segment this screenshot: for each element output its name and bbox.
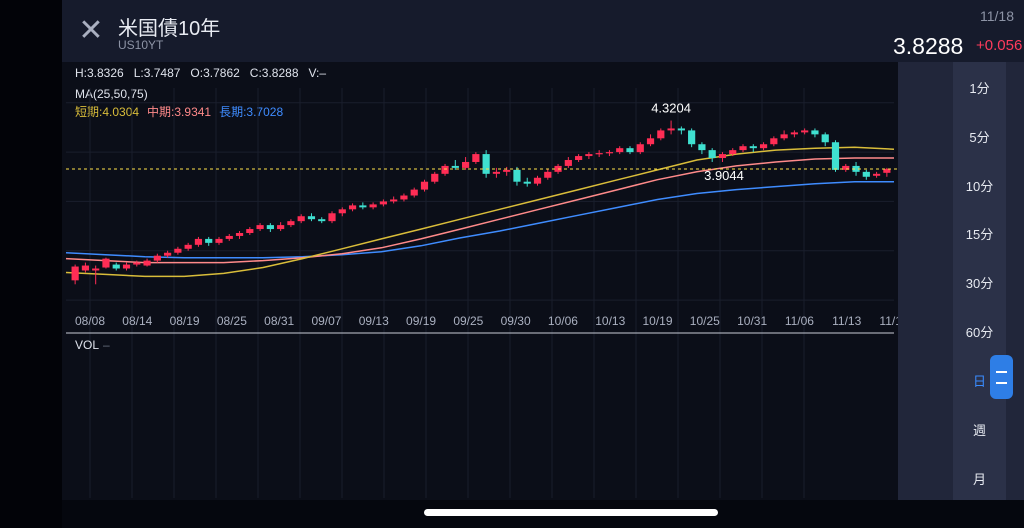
- home-indicator[interactable]: [424, 509, 718, 516]
- period-month[interactable]: 月: [972, 472, 986, 487]
- ma-legend: 短期:4.0304 中期:3.9341 長期:3.7028: [75, 103, 283, 120]
- header-bar: [62, 0, 1024, 62]
- ohlc-volume: V:–: [308, 66, 327, 80]
- scroll-handle[interactable]: [990, 355, 1013, 399]
- ohlc-low: L:3.7487: [133, 66, 181, 80]
- period-week[interactable]: 週: [972, 423, 986, 438]
- drag-handle-icon: [996, 371, 1007, 384]
- date-label: 11/18: [980, 8, 1014, 24]
- ma-long-value: 長期:3.7028: [219, 105, 284, 119]
- volume-title: VOL: [75, 338, 100, 352]
- period-30min[interactable]: 30分: [965, 276, 994, 291]
- ohlc-close: C:3.8288: [249, 66, 299, 80]
- close-icon: ✕: [78, 14, 104, 47]
- ma-title: MA(25,50,75): [75, 87, 148, 101]
- chart-area[interactable]: [62, 62, 898, 500]
- volume-value: –: [103, 338, 110, 352]
- left-edge: [0, 0, 62, 528]
- period-10min[interactable]: 10分: [965, 179, 994, 194]
- close-button[interactable]: ✕: [78, 16, 104, 46]
- period-1min[interactable]: 1分: [969, 81, 990, 96]
- period-day[interactable]: 日: [972, 374, 986, 389]
- ohlc-open: O:3.7862: [190, 66, 240, 80]
- current-price: 3.8288: [893, 33, 964, 59]
- ma-short-value: 短期:4.0304: [75, 105, 140, 119]
- volume-label: VOL –: [75, 338, 110, 352]
- symbol-code: US10YT: [118, 38, 164, 52]
- ohlc-readout: H:3.8326 L:3.7487 O:3.7862 C:3.8288 V:–: [75, 66, 336, 80]
- period-60min[interactable]: 60分: [965, 325, 994, 340]
- ma-mid-value: 中期:3.9341: [147, 105, 212, 119]
- period-selector: [953, 62, 1006, 500]
- page-title: 米国債10年: [118, 18, 221, 40]
- price-change: +0.056: [976, 37, 1023, 54]
- period-5min[interactable]: 5分: [969, 130, 990, 145]
- ohlc-high: H:3.8326: [75, 66, 124, 80]
- period-15min[interactable]: 15分: [965, 227, 994, 242]
